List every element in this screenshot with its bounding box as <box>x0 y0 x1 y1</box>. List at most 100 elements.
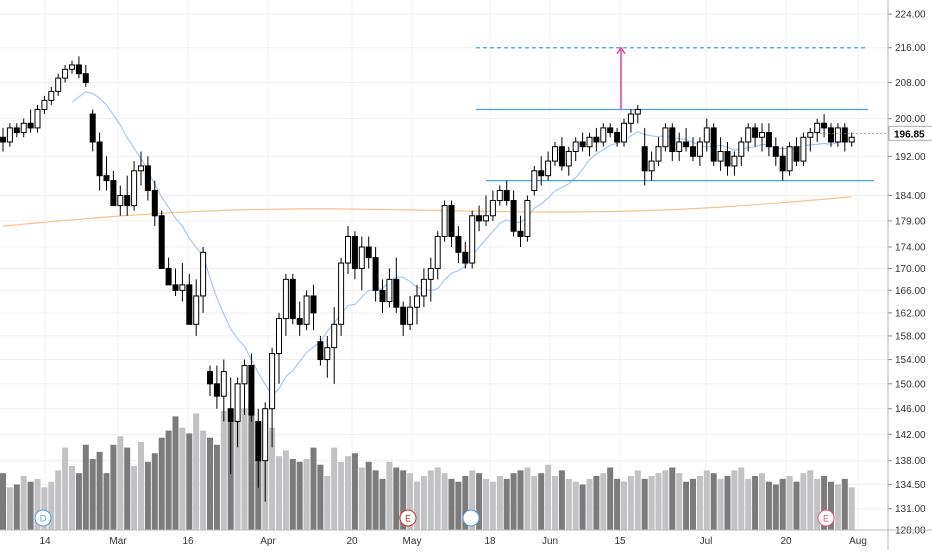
volume-bar <box>13 484 20 530</box>
x-tick-label: Mar <box>109 536 127 547</box>
volume-bar <box>759 473 765 530</box>
y-tick-label: 224.00 <box>895 10 926 21</box>
volume-bar <box>427 470 434 530</box>
candles-layer <box>0 56 855 502</box>
candle-body <box>310 295 317 314</box>
volume-bar <box>848 487 855 530</box>
candle-body <box>365 246 372 259</box>
volume-bar <box>814 478 821 530</box>
candle-body <box>276 318 282 355</box>
candle-body <box>62 68 69 79</box>
x-tick-label: 20 <box>780 536 792 547</box>
volume-bar <box>124 447 131 530</box>
volume-bar <box>310 447 317 530</box>
volume-bar <box>621 481 627 530</box>
candle-body <box>814 122 821 134</box>
candle-body <box>469 215 476 264</box>
candle-body <box>648 160 655 172</box>
volume-bar <box>627 476 634 530</box>
volume-bar <box>165 430 172 530</box>
volume-bar <box>110 444 117 530</box>
volume-bar <box>407 473 414 530</box>
volume-bar <box>538 473 545 530</box>
candle-body <box>841 127 848 143</box>
candle-body <box>338 262 345 325</box>
volume-bar <box>20 476 27 530</box>
candle-body <box>558 146 565 167</box>
candle-body <box>124 195 131 207</box>
y-tick-label: 166.00 <box>895 286 926 297</box>
candle-body <box>476 215 483 222</box>
x-tick-label: Jun <box>542 536 558 547</box>
candle-body <box>262 408 269 462</box>
volume-bar <box>158 437 165 530</box>
volume-bar <box>414 481 420 530</box>
candle-body <box>669 127 676 152</box>
volume-bar <box>455 481 462 530</box>
y-tick-label: 200.00 <box>895 114 926 125</box>
x-tick-label: 14 <box>39 536 51 547</box>
volume-bar <box>614 478 621 530</box>
volume-bar <box>607 467 614 530</box>
y-tick-label: 179.00 <box>895 216 926 227</box>
volume-bar <box>703 470 710 530</box>
candle-body <box>144 165 151 192</box>
candle-body <box>172 284 179 291</box>
event-marker <box>399 509 417 527</box>
volume-bar <box>600 473 607 530</box>
candle-body <box>289 278 296 320</box>
volume-bar <box>696 476 703 530</box>
volume-bar <box>282 450 289 530</box>
candle-body <box>296 318 303 325</box>
volume-bar <box>558 470 565 530</box>
volume-bar <box>503 478 510 530</box>
y-tick-label: 131.00 <box>895 504 926 515</box>
candle-body <box>55 77 62 92</box>
volume-bar <box>103 473 110 530</box>
event-marker-label: E <box>823 514 829 524</box>
candle-body <box>34 108 41 129</box>
candle-body <box>75 64 82 75</box>
volume-bar <box>41 487 48 530</box>
volume-bar <box>476 473 483 530</box>
candle-body <box>227 408 234 422</box>
volume-bar <box>55 470 62 530</box>
candle-body <box>6 127 13 143</box>
y-tick-label: 184.00 <box>895 191 926 202</box>
event-marker-label: D <box>40 514 47 524</box>
candle-body <box>414 295 420 308</box>
event-marker <box>817 509 835 527</box>
volume-bar <box>179 427 186 530</box>
candle-body <box>82 73 89 83</box>
volume-bar <box>779 478 786 530</box>
candle-body <box>165 267 172 286</box>
volume-bar <box>172 416 179 530</box>
candle-body <box>655 146 662 162</box>
y-tick-label: 150.00 <box>895 379 926 390</box>
candle-body <box>503 190 510 202</box>
candle-body <box>27 122 34 129</box>
candle-body <box>703 127 710 143</box>
volume-bar <box>317 464 324 530</box>
x-tick-label: 15 <box>614 536 626 547</box>
candle-body <box>614 132 621 143</box>
volume-layer <box>0 405 855 530</box>
volume-bar <box>117 436 124 530</box>
volume-bar <box>365 461 372 530</box>
candle-body <box>20 122 27 134</box>
candle-body <box>759 132 765 138</box>
event-marker <box>34 509 52 527</box>
volume-bar <box>441 473 448 530</box>
volume-bar <box>800 473 807 530</box>
candle-body <box>379 289 386 303</box>
candle-body <box>710 127 717 162</box>
volume-bar <box>710 473 717 530</box>
candle-body <box>517 230 524 237</box>
volume-bar <box>234 413 241 530</box>
volume-bar <box>296 461 303 530</box>
candle-body <box>303 295 310 325</box>
x-tick-label: Aug <box>849 536 867 547</box>
